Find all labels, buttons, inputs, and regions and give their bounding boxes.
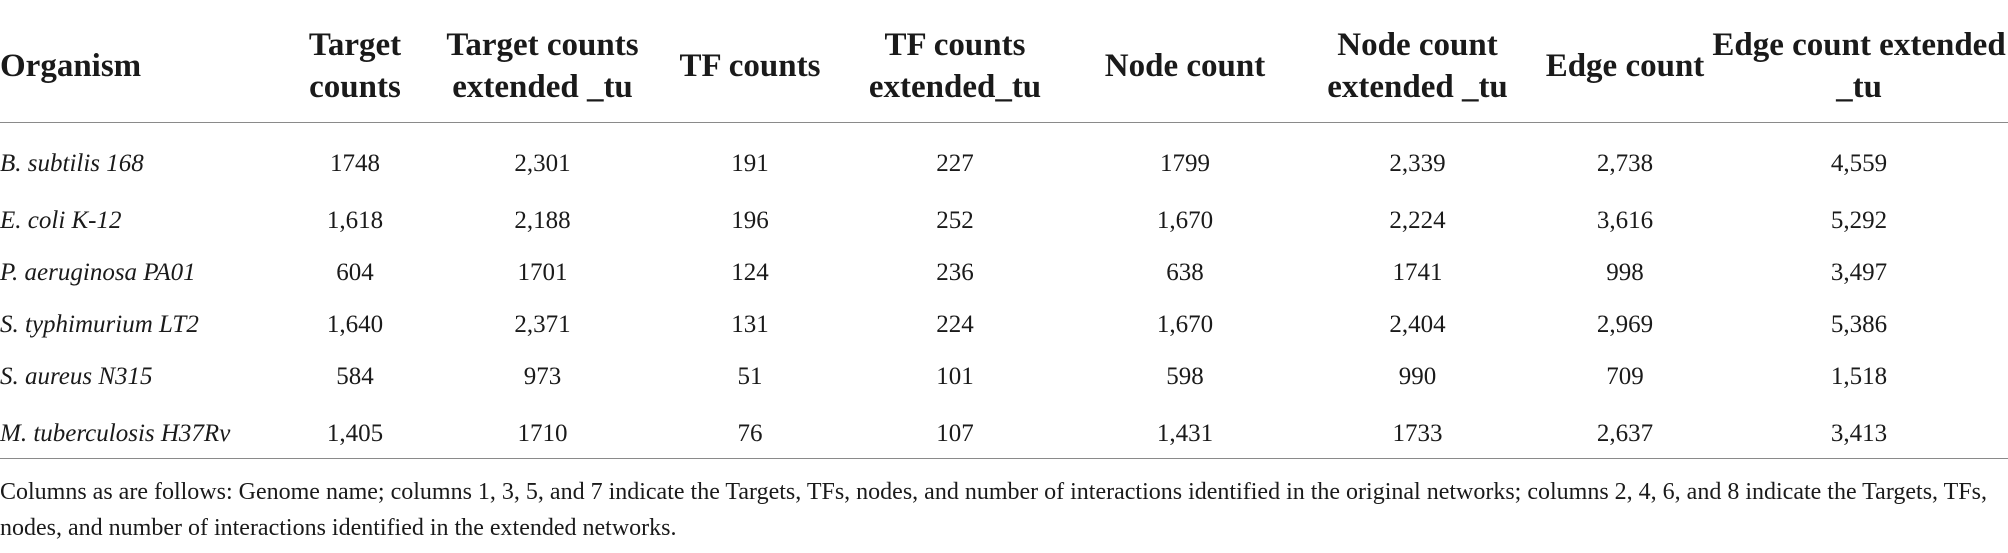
table-cell: 1741 xyxy=(1392,259,1443,286)
table-bottom-rule xyxy=(0,458,2008,459)
header-target-counts-extended: Target counts extended _tu xyxy=(420,14,665,123)
table-cell: 584 xyxy=(336,363,374,390)
table-row: P. aeruginosa PA01 604 1701 124 236 638 … xyxy=(0,247,2008,299)
header-organism: Organism xyxy=(0,14,290,123)
table-cell: 3,616 xyxy=(1596,207,1654,234)
organism-cell: M. tuberculosis H37Rv xyxy=(0,420,231,447)
table-row: E. coli K-12 1,618 2,188 196 252 1,670 2… xyxy=(0,195,2008,247)
table-cell: 196 xyxy=(731,207,769,234)
organism-cell: S. typhimurium LT2 xyxy=(0,311,199,338)
table-cell: 598 xyxy=(1166,363,1204,390)
header-target-counts: Target counts xyxy=(290,14,420,123)
table-cell: 1,670 xyxy=(1156,311,1214,338)
table-row: S. aureus N315 584 973 51 101 598 990 70… xyxy=(0,351,2008,403)
table-cell: 2,301 xyxy=(514,150,571,177)
table-cell: 709 xyxy=(1606,363,1644,390)
table-footnote: Columns as are follows: Genome name; col… xyxy=(0,479,1987,541)
table-cell: 76 xyxy=(737,420,763,447)
table-cell: 3,497 xyxy=(1830,259,1888,286)
table-cell: 1,670 xyxy=(1156,207,1214,234)
header-edge-count-extended: Edge count extended _tu xyxy=(1710,14,2008,123)
table-cell: 973 xyxy=(523,363,562,390)
network-statistics-table: Organism Target counts Target counts ext… xyxy=(0,14,2008,475)
table-cell: 101 xyxy=(936,363,974,390)
table-header: Organism Target counts Target counts ext… xyxy=(0,14,2008,123)
header-node-count-extended: Node count extended _tu xyxy=(1295,14,1540,123)
table-cell: 1,405 xyxy=(326,420,384,447)
table-cell: 2,738 xyxy=(1596,150,1654,177)
header-node-count: Node count xyxy=(1075,14,1295,123)
table-cell: 107 xyxy=(936,420,974,447)
table-row: B. subtilis 168 1748 2,301 191 227 1799 … xyxy=(0,123,2008,196)
table-cell: 5,292 xyxy=(1830,207,1888,234)
table-cell: 1,518 xyxy=(1830,363,1888,390)
header-tf-counts: TF counts xyxy=(665,14,835,123)
table-cell: 2,224 xyxy=(1389,207,1446,234)
table-cell: 998 xyxy=(1606,259,1644,286)
organism-cell: P. aeruginosa PA01 xyxy=(0,259,196,286)
table-cell: 2,188 xyxy=(514,207,571,234)
table-cell: 2,371 xyxy=(514,311,571,338)
table-cell: 1799 xyxy=(1160,150,1210,177)
table-row: S. typhimurium LT2 1,640 2,371 131 224 1… xyxy=(0,299,2008,351)
table-cell: 2,404 xyxy=(1389,311,1446,338)
table-cell: 1748 xyxy=(330,150,380,177)
table-cell: 638 xyxy=(1166,259,1204,286)
table-cell: 3,413 xyxy=(1830,420,1888,447)
table-cell: 51 xyxy=(737,363,763,390)
table-cell: 1,431 xyxy=(1156,420,1214,447)
table-cell: 227 xyxy=(936,150,974,177)
header-edge-count: Edge count xyxy=(1540,14,1710,123)
table-cell: 2,637 xyxy=(1596,420,1654,447)
table-cell: 1710 xyxy=(517,420,568,447)
table-cell: 252 xyxy=(936,207,974,234)
table-cell: 224 xyxy=(936,311,974,338)
organism-cell: B. subtilis 168 xyxy=(0,150,144,177)
organism-cell: S. aureus N315 xyxy=(0,363,153,390)
table-cell: 131 xyxy=(731,311,769,338)
table-cell: 604 xyxy=(336,259,374,286)
table-cell: 236 xyxy=(936,259,974,286)
table-cell: 4,559 xyxy=(1830,150,1888,177)
table-cell: 1,618 xyxy=(326,207,384,234)
table-cell: 1733 xyxy=(1392,420,1443,447)
table-cell: 5,386 xyxy=(1830,311,1888,338)
table-cell: 2,339 xyxy=(1389,150,1446,177)
table-row: M. tuberculosis H37Rv 1,405 1710 76 107 … xyxy=(0,403,2008,475)
table-cell: 2,969 xyxy=(1596,311,1654,338)
table-cell: 990 xyxy=(1398,363,1437,390)
header-row: Organism Target counts Target counts ext… xyxy=(0,14,2008,123)
organism-cell: E. coli K-12 xyxy=(0,207,122,234)
table-cell: 191 xyxy=(731,150,769,177)
table-cell: 124 xyxy=(731,259,769,286)
table-cell: 1701 xyxy=(517,259,568,286)
header-tf-counts-extended: TF counts extended_tu xyxy=(835,14,1075,123)
table-cell: 1,640 xyxy=(326,311,384,338)
table-body: B. subtilis 168 1748 2,301 191 227 1799 … xyxy=(0,123,2008,476)
